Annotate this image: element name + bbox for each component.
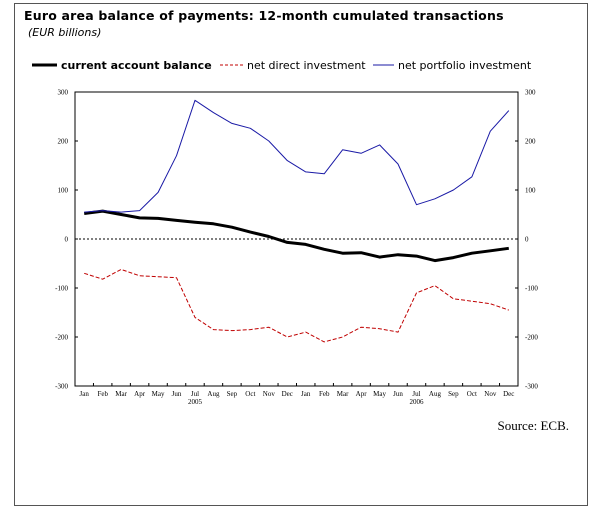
x-tick-label: Jun: [172, 390, 182, 398]
x-tick-label: May: [373, 390, 386, 398]
y-tick-label-right: -200: [525, 334, 538, 342]
x-tick-label: May: [152, 390, 165, 398]
y-tick-label-right: 300: [525, 89, 536, 97]
x-year-label: 2006: [409, 398, 424, 406]
x-tick-label: Nov: [484, 390, 497, 398]
series-layer: [84, 99, 510, 343]
series-portfolio-investment: [84, 99, 510, 213]
x-tick-label: Feb: [97, 390, 108, 398]
y-tick-label-left: 200: [58, 138, 69, 146]
y-tick-label-left: -300: [55, 383, 68, 391]
x-tick-label: Dec: [503, 390, 514, 398]
x-tick-label: Apr: [356, 390, 368, 398]
legend-label-direct-investment: net direct investment: [247, 59, 366, 72]
y-tick-label-right: -300: [525, 383, 538, 391]
y-tick-label-left: 300: [58, 89, 69, 97]
y-tick-label-right: -100: [525, 285, 538, 293]
x-tick-label: Jul: [412, 390, 420, 398]
x-tick-label: Sep: [227, 390, 238, 398]
y-tick-label-right: 0: [525, 236, 529, 244]
x-tick-label: Dec: [282, 390, 293, 398]
x-tick-label: Mar: [115, 390, 127, 398]
y-tick-label-left: -200: [55, 334, 68, 342]
source-note: Source: ECB.: [497, 418, 570, 433]
x-tick-label: Aug: [429, 390, 442, 398]
y-tick-label-right: 100: [525, 187, 536, 195]
y-tick-label-left: 100: [58, 187, 69, 195]
chart-subtitle: (EUR billions): [28, 26, 102, 39]
x-tick-label: Feb: [319, 390, 330, 398]
x-tick-label: Jun: [393, 390, 403, 398]
x-tick-label: Oct: [467, 390, 477, 398]
x-tick-label: Apr: [134, 390, 146, 398]
x-tick-label: Oct: [245, 390, 255, 398]
y-tick-label-left: -100: [55, 285, 68, 293]
x-tick-label: Sep: [448, 390, 459, 398]
x-tick-label: Aug: [207, 390, 220, 398]
x-tick-label: Jan: [301, 390, 311, 398]
x-tick-label: Mar: [337, 390, 349, 398]
y-tick-label-left: 0: [65, 236, 69, 244]
series-current-account: [84, 209, 510, 263]
series-direct-investment: [84, 268, 509, 343]
x-year-label: 2005: [188, 398, 203, 406]
x-tick-label: Nov: [263, 390, 276, 398]
legend-label-portfolio-investment: net portfolio investment: [398, 59, 532, 72]
chart-frame: [14, 3, 588, 506]
legend-label-current-account: current account balance: [61, 59, 212, 72]
axes: -300 -300 -200 -200 -100 -100 0 0 100 100 200 200 30…: [55, 89, 538, 407]
y-tick-label-right: 200: [525, 138, 536, 146]
legend: current account balance net direct inves…: [32, 59, 532, 72]
x-tick-label: Jul: [191, 390, 199, 398]
x-tick-label: Jan: [80, 390, 90, 398]
chart-title: Euro area balance of payments: 12-month …: [24, 8, 504, 23]
